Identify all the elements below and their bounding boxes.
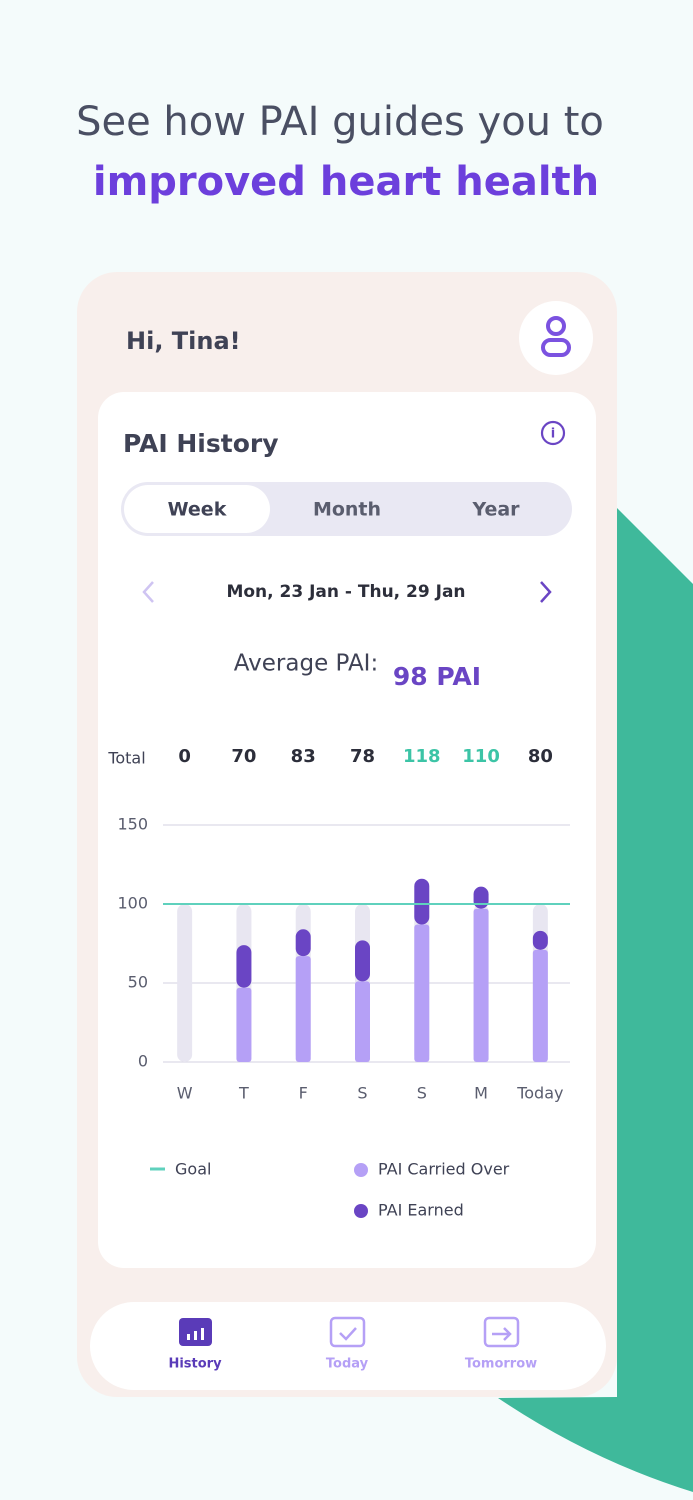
nav-icon[interactable]	[329, 1316, 366, 1348]
x-tick-label: M	[474, 1084, 488, 1103]
total-value: 118	[403, 746, 441, 767]
y-tick-label: 0	[138, 1052, 148, 1071]
nav-label[interactable]: Tomorrow	[465, 1357, 537, 1372]
profile-icon[interactable]	[541, 338, 571, 357]
legend-swatch	[354, 1163, 368, 1177]
legend-label: PAI Earned	[378, 1201, 464, 1220]
total-value: 0	[178, 746, 191, 767]
average-value: 98 PAI	[393, 662, 481, 691]
bar-segment	[473, 886, 489, 909]
decor-shape	[498, 508, 693, 1492]
goal-track	[177, 904, 193, 1062]
total-label: Total	[107, 749, 145, 768]
history-card	[98, 392, 596, 1268]
bar-segment	[414, 878, 430, 925]
bar-segment	[236, 987, 252, 1062]
card-title: PAI History	[123, 429, 279, 458]
x-tick-label: W	[177, 1084, 193, 1103]
headline-accent: improved heart health	[93, 159, 599, 205]
nav-icon[interactable]	[179, 1316, 520, 1348]
y-tick-label: 100	[117, 894, 148, 913]
tab[interactable]: Month	[313, 499, 381, 521]
nav-icon[interactable]	[194, 1331, 197, 1340]
next-arrow[interactable]	[540, 581, 552, 603]
nav-icon[interactable]	[339, 1327, 357, 1341]
total-value: 78	[350, 746, 375, 767]
headline: See how PAI guides you to	[76, 99, 604, 145]
nav-icon[interactable]	[187, 1334, 190, 1340]
bar-segment	[532, 949, 548, 1062]
bar-segment	[295, 956, 311, 1062]
bar-segment	[532, 930, 548, 950]
bar-segment	[473, 908, 489, 1062]
nav-label[interactable]: Today	[326, 1357, 369, 1372]
y-tick-label: 150	[117, 815, 148, 834]
total-value: 70	[231, 746, 256, 767]
chart: 0 50 100 150 Total W 0 T 70 F 83 S 78 S 118 M 110 Today 80…	[107, 746, 570, 1220]
total-value: 80	[528, 746, 553, 767]
bar-segment	[236, 945, 252, 988]
nav-label[interactable]: History	[168, 1357, 222, 1372]
legend-label: Goal	[175, 1160, 211, 1179]
greeting: Hi, Tina!	[126, 327, 241, 355]
date-range: Mon, 23 Jan - Thu, 29 Jan	[226, 582, 465, 602]
profile-button[interactable]	[519, 301, 593, 375]
tab-active[interactable]	[124, 485, 270, 533]
y-tick-label: 50	[128, 973, 148, 992]
legend-swatch	[354, 1204, 368, 1218]
nav-icon[interactable]	[201, 1328, 204, 1340]
bar-segment	[414, 924, 430, 1062]
nav-icon[interactable]	[483, 1316, 520, 1348]
bar-segment	[355, 940, 370, 982]
info-icon[interactable]	[540, 420, 566, 446]
tab[interactable]: Week	[168, 499, 227, 521]
average-label: Average PAI:	[234, 651, 378, 677]
x-tick-label: S	[417, 1084, 427, 1103]
profile-icon[interactable]	[546, 316, 566, 336]
bar-segment	[355, 981, 370, 1062]
info-icon[interactable]: i	[551, 427, 555, 442]
x-tick-label: F	[299, 1084, 308, 1103]
tab[interactable]: Year	[471, 499, 520, 521]
total-value: 110	[462, 746, 500, 767]
nav-icon[interactable]	[492, 1327, 512, 1341]
x-tick-label: S	[357, 1084, 367, 1103]
legend-label: PAI Carried Over	[378, 1160, 510, 1179]
total-value: 83	[291, 746, 316, 767]
x-tick-label: T	[238, 1084, 249, 1103]
bar-segment	[295, 929, 311, 957]
x-tick-label: Today	[516, 1084, 563, 1103]
prev-arrow[interactable]	[142, 581, 154, 603]
